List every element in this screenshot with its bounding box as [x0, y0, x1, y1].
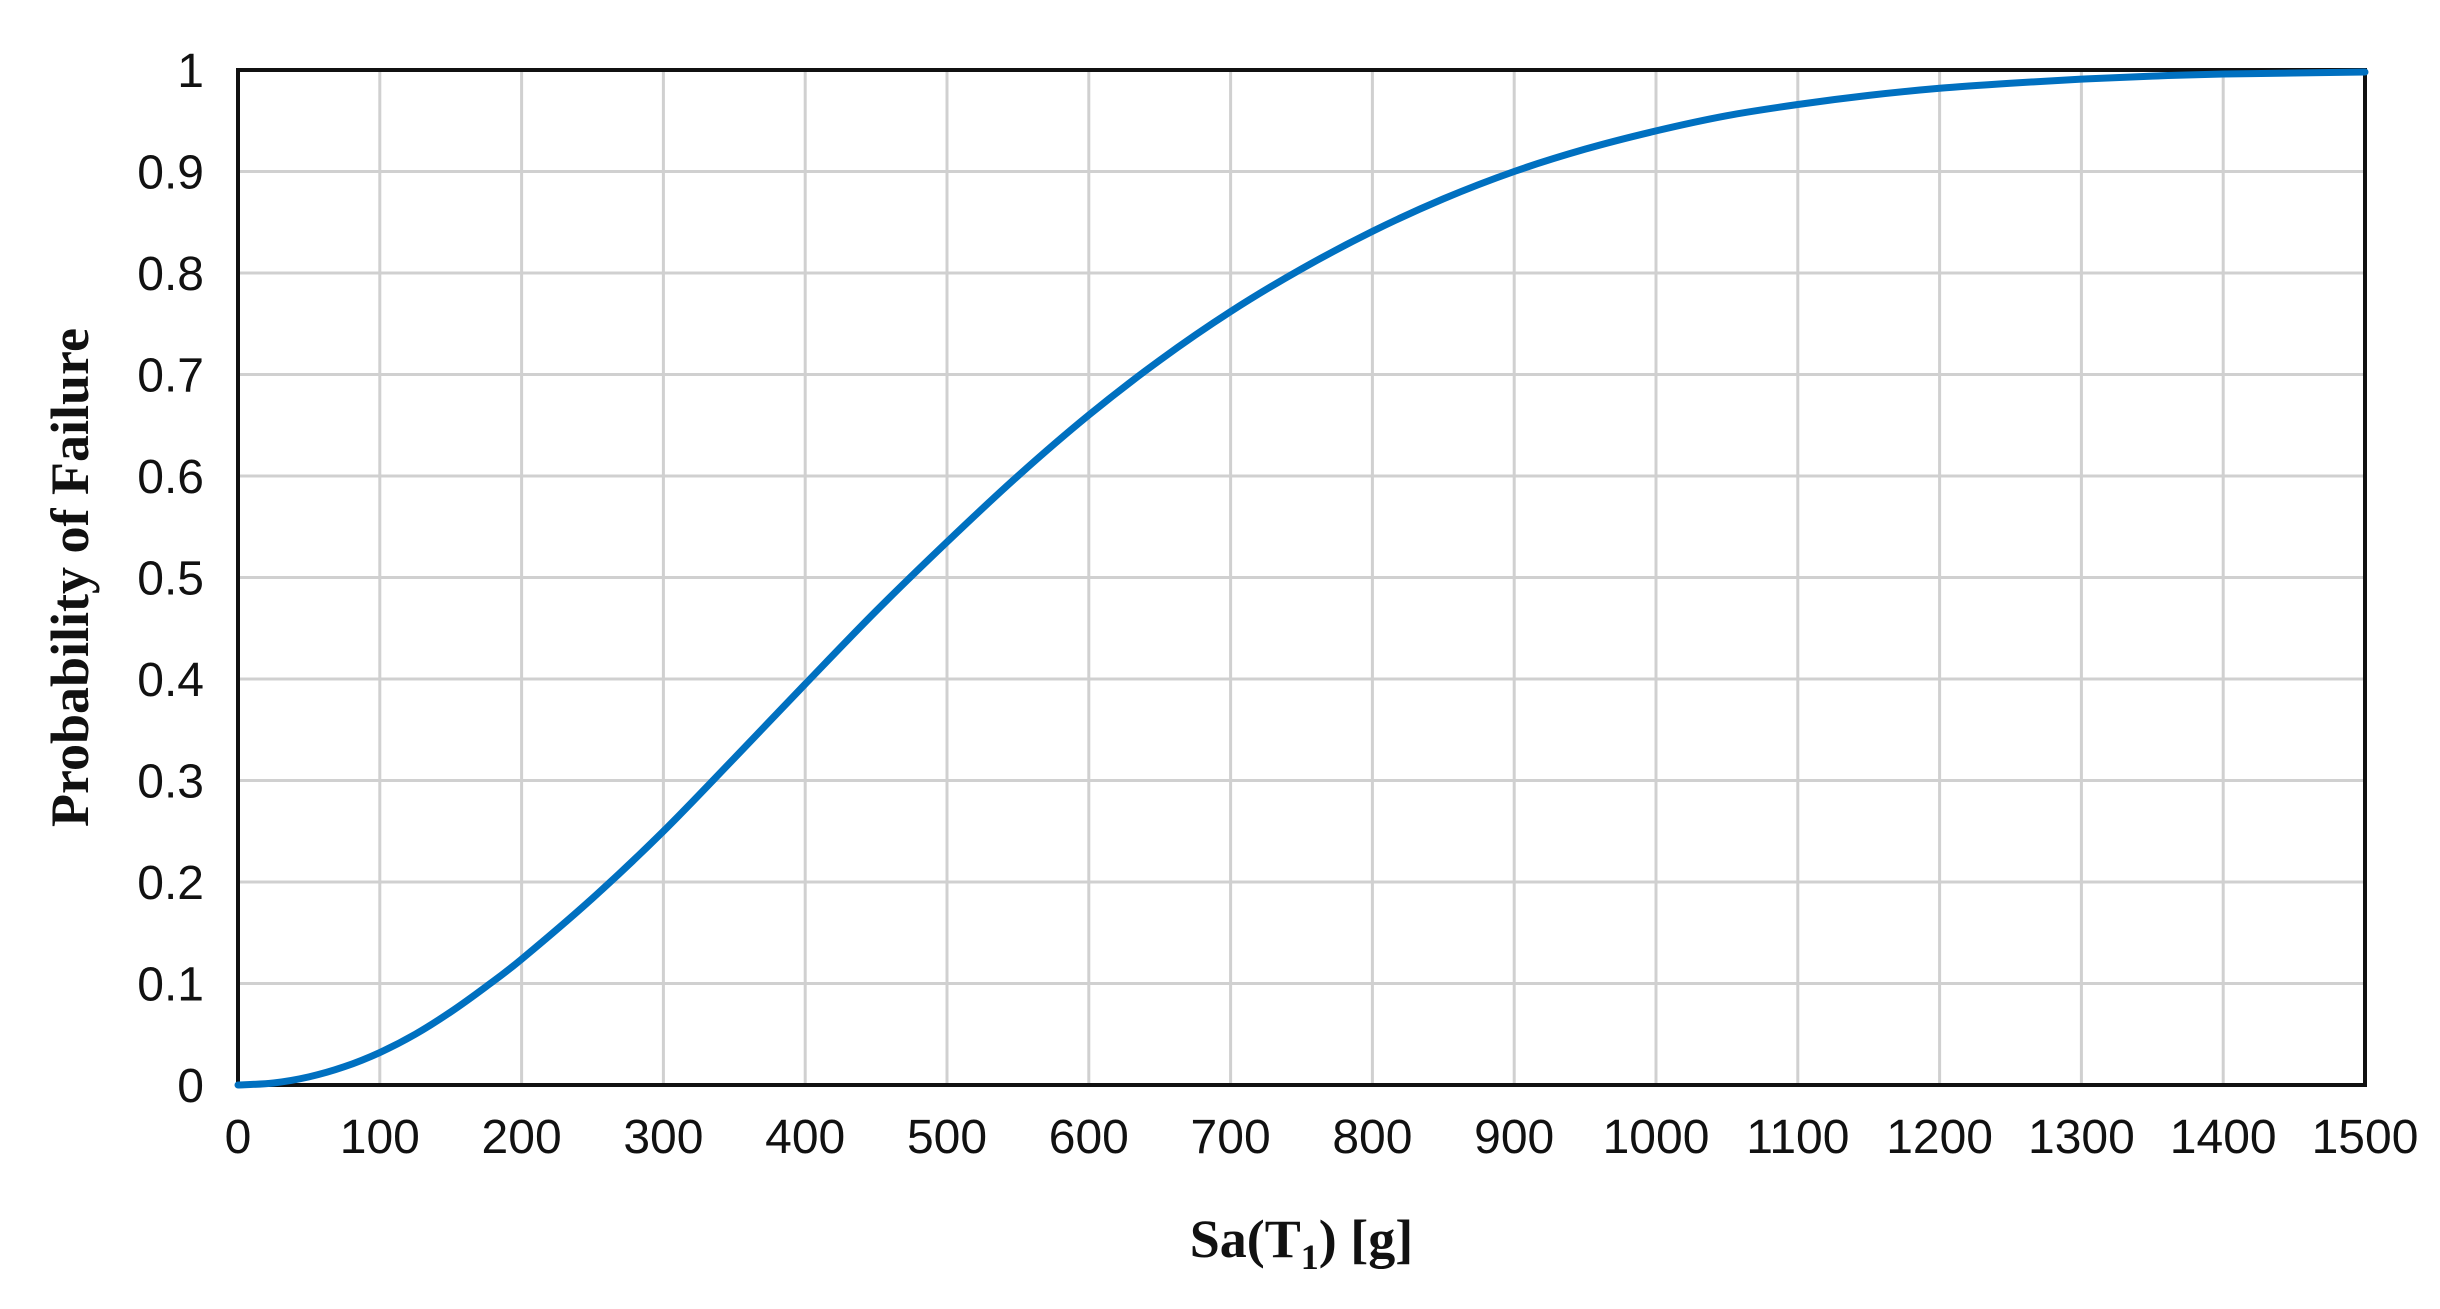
x-tick-label: 1300 [2028, 1111, 2135, 1164]
x-tick-label: 1200 [1886, 1111, 1993, 1164]
plot-frame [236, 68, 2367, 1087]
y-tick-label: 0.6 [137, 451, 204, 504]
x-tick-label: 1500 [2312, 1111, 2419, 1164]
x-tick-label: 900 [1474, 1111, 1554, 1164]
y-tick-label: 0.9 [137, 147, 204, 200]
x-tick-label: 400 [765, 1111, 845, 1164]
y-axis-title: Probability of Failure [40, 328, 100, 827]
grid [236, 68, 2367, 1087]
y-tick-label: 0.2 [137, 857, 204, 910]
x-tick-label: 200 [482, 1111, 562, 1164]
series-line [234, 68, 2369, 1089]
y-tick-label: 0.1 [137, 959, 204, 1012]
x-tick-label: 600 [1049, 1111, 1129, 1164]
x-axis-title-subscript: 1 [1301, 1237, 1319, 1277]
x-tick-label: 100 [340, 1111, 420, 1164]
y-tick-label: 0.4 [137, 654, 204, 707]
x-tick-label: 1000 [1603, 1111, 1710, 1164]
x-axis-title: Sa(T1) [g] [1190, 1209, 1414, 1277]
x-tick-label: 1400 [2170, 1111, 2277, 1164]
x-axis-title-main: Sa(T [1190, 1209, 1301, 1269]
x-tick-label: 800 [1332, 1111, 1412, 1164]
x-tick-label: 0 [225, 1111, 252, 1164]
y-tick-label: 0.5 [137, 553, 204, 606]
x-tick-label: 1100 [1746, 1111, 1849, 1164]
x-tick-label: 700 [1191, 1111, 1271, 1164]
y-tick-label: 0.3 [137, 756, 204, 809]
y-tick-label: 0 [177, 1060, 204, 1113]
y-tick-label: 0.8 [137, 248, 204, 301]
y-tick-label: 0.7 [137, 350, 204, 403]
x-axis-title-tail: ) [g] [1319, 1209, 1413, 1269]
x-tick-label: 300 [623, 1111, 703, 1164]
y-tick-label: 1 [177, 45, 204, 98]
y-axis-ticks: 0 0.1 0.2 0.3 0.4 0.5 0.6 0.7 0.8 0.9 1 [137, 45, 204, 1113]
x-tick-label: 500 [907, 1111, 987, 1164]
x-axis-ticks: 0 100 200 300 400 500 600 700 800 900 1000 1100 1200… [225, 1111, 2419, 1164]
